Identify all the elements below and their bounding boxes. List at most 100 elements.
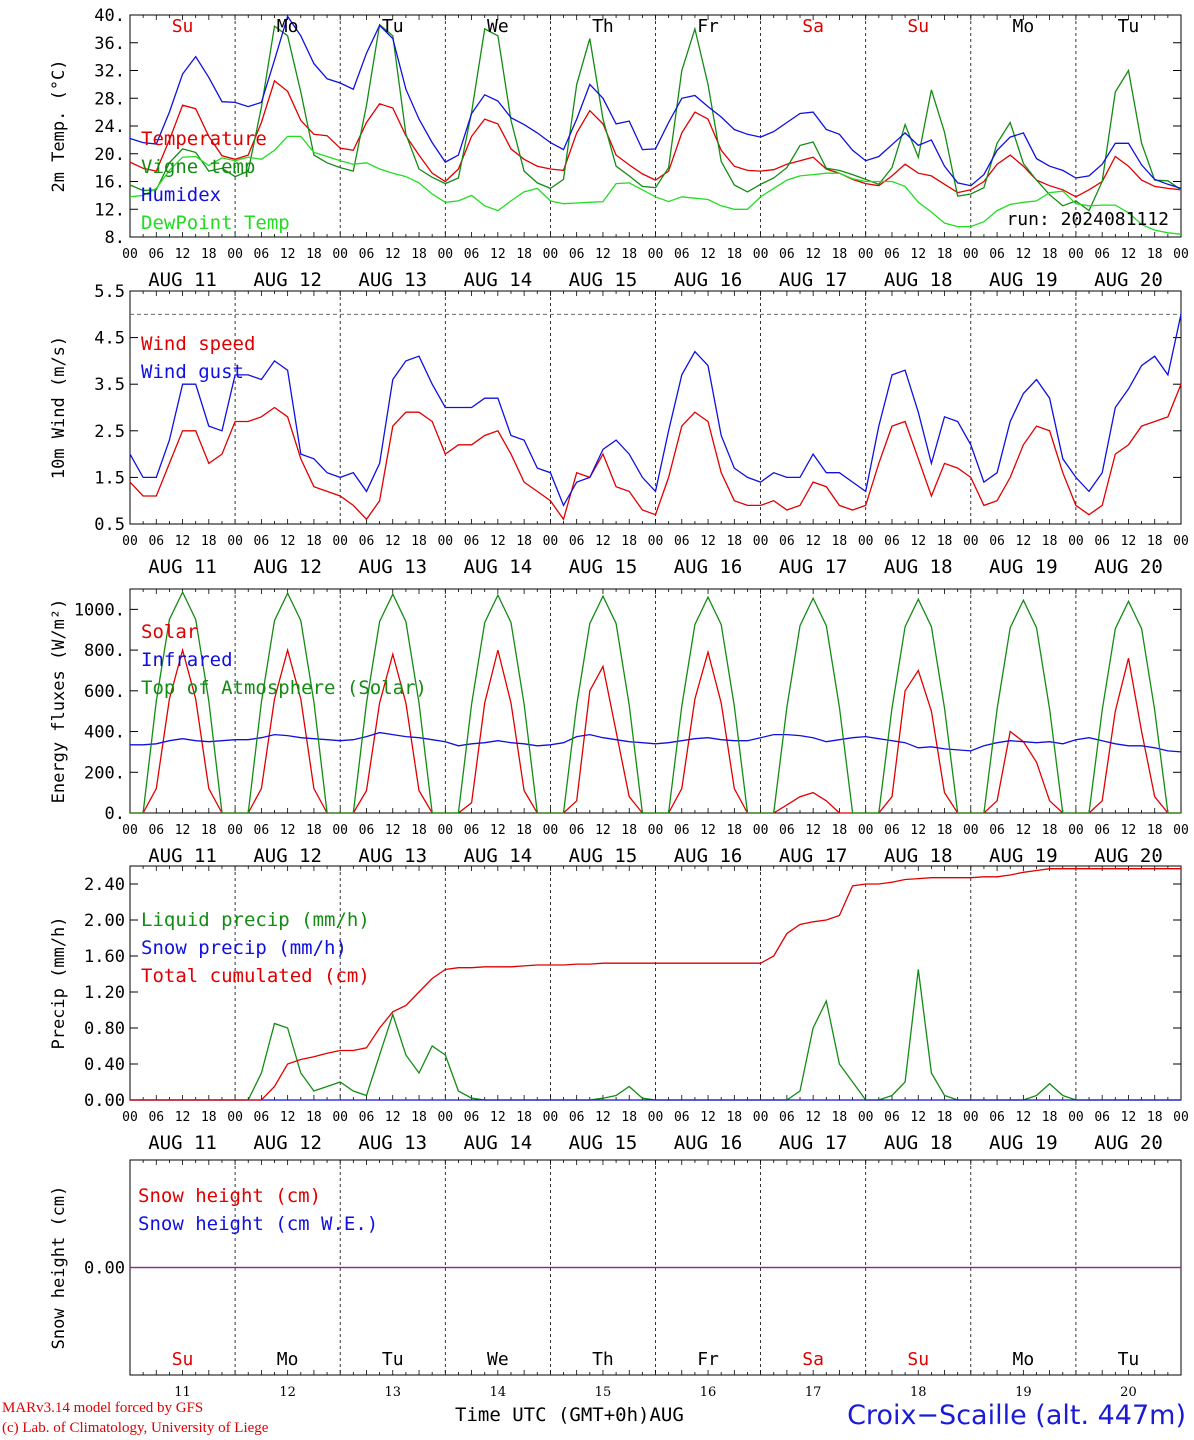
x-hour-label: 06 <box>989 823 1005 838</box>
day-number-label: 19 <box>1015 1385 1032 1400</box>
x-hour-label: 06 <box>359 823 375 838</box>
x-day-label: AUG 11 <box>148 556 217 578</box>
x-hour-label: 00 <box>227 534 243 549</box>
x-hour-label: 06 <box>569 1110 585 1125</box>
x-day-label: AUG 12 <box>253 556 322 578</box>
day-number-label: 15 <box>595 1385 612 1400</box>
x-hour-label: 12 <box>385 823 401 838</box>
weekday-label: Th <box>592 1349 614 1370</box>
x-hour-label: 18 <box>411 534 427 549</box>
x-hour-label: 00 <box>122 534 138 549</box>
x-hour-label: 06 <box>254 823 270 838</box>
y-tick-label: 1.20 <box>84 983 125 1003</box>
x-hour-label: 06 <box>464 534 480 549</box>
x-hour-label: 00 <box>858 1110 874 1125</box>
x-hour-label: 18 <box>201 247 217 262</box>
weekday-label: Tu <box>382 16 404 37</box>
x-hour-label: 12 <box>385 247 401 262</box>
x-hour-label: 18 <box>516 823 532 838</box>
x-hour-label: 06 <box>989 247 1005 262</box>
x-hour-label: 00 <box>648 1110 664 1125</box>
y-tick-label: 400. <box>84 723 125 743</box>
x-hour-label: 00 <box>1173 823 1189 838</box>
series-line-temperature <box>129 79 1182 198</box>
x-hour-label: 12 <box>595 247 611 262</box>
x-day-label: AUG 12 <box>253 1132 322 1154</box>
y-axis-title: Energy fluxes (W/m²) <box>49 599 69 804</box>
x-hour-label: 18 <box>1042 247 1058 262</box>
x-day-label: AUG 19 <box>989 269 1058 291</box>
x-day-label: AUG 16 <box>674 269 743 291</box>
x-hour-label: 18 <box>411 823 427 838</box>
y-tick-label: 0.00 <box>84 1091 125 1111</box>
y-tick-label: 2.5 <box>94 422 125 442</box>
y-tick-label: 3.5 <box>94 375 125 395</box>
x-hour-label: 06 <box>779 1110 795 1125</box>
x-hour-label: 06 <box>569 534 585 549</box>
x-day-label: AUG 18 <box>884 269 953 291</box>
y-tick-label: 2.40 <box>84 875 125 895</box>
weekday-label: Su <box>907 1349 929 1370</box>
x-hour-label: 00 <box>227 823 243 838</box>
legend-entry: DewPoint Temp <box>141 212 290 234</box>
x-hour-label: 00 <box>122 823 138 838</box>
x-hour-label: 12 <box>910 823 926 838</box>
x-day-label: AUG 13 <box>358 269 427 291</box>
x-hour-label: 00 <box>227 1110 243 1125</box>
x-hour-label: 00 <box>1173 534 1189 549</box>
x-hour-label: 00 <box>227 247 243 262</box>
x-hour-label: 06 <box>359 247 375 262</box>
x-hour-label: 06 <box>989 1110 1005 1125</box>
x-day-label: AUG 15 <box>569 556 638 578</box>
y-tick-label: 28. <box>94 89 125 109</box>
x-hour-label: 18 <box>201 534 217 549</box>
x-hour-label: 12 <box>1016 247 1032 262</box>
x-hour-label: 00 <box>753 247 769 262</box>
weekday-label: Mo <box>1013 16 1035 37</box>
x-day-label: AUG 18 <box>884 556 953 578</box>
y-tick-label: 32. <box>94 62 125 82</box>
x-hour-label: 00 <box>543 1110 559 1125</box>
x-day-label: AUG 19 <box>989 845 1058 867</box>
x-hour-label: 00 <box>437 534 453 549</box>
series-line-dewpoint-temp <box>129 135 1182 235</box>
x-hour-label: 00 <box>437 247 453 262</box>
day-number-label: 18 <box>910 1385 927 1400</box>
x-day-label: AUG 19 <box>989 1132 1058 1154</box>
time-axis-title: Time UTC (GMT+0h)AUG <box>455 1404 684 1426</box>
y-tick-label: 0.5 <box>94 515 125 535</box>
series-line-infrared <box>130 731 1182 753</box>
weekday-label: Su <box>907 16 929 37</box>
y-tick-label: 0.00 <box>84 1259 125 1279</box>
x-hour-label: 00 <box>753 1110 769 1125</box>
x-hour-label: 00 <box>1173 247 1189 262</box>
x-hour-label: 12 <box>700 247 716 262</box>
x-hour-label: 12 <box>805 534 821 549</box>
x-hour-label: 06 <box>464 823 480 838</box>
legend-entry: Liquid precip (mm/h) <box>141 909 370 931</box>
x-hour-label: 12 <box>490 823 506 838</box>
x-hour-label: 18 <box>621 534 637 549</box>
x-day-label: AUG 17 <box>779 845 848 867</box>
x-hour-label: 06 <box>779 247 795 262</box>
x-hour-label: 06 <box>989 534 1005 549</box>
x-hour-label: 00 <box>437 823 453 838</box>
x-hour-label: 12 <box>910 534 926 549</box>
x-hour-label: 12 <box>595 1110 611 1125</box>
legend-entry: Wind speed <box>141 333 255 355</box>
x-hour-label: 00 <box>332 823 348 838</box>
x-hour-label: 12 <box>805 247 821 262</box>
day-number-label: 13 <box>384 1385 401 1400</box>
series-line-humidex <box>129 14 1182 190</box>
x-hour-label: 00 <box>1173 1110 1189 1125</box>
x-hour-label: 18 <box>516 534 532 549</box>
x-day-label: AUG 18 <box>884 1132 953 1154</box>
y-tick-label: 40. <box>94 6 125 26</box>
x-hour-label: 18 <box>937 247 953 262</box>
x-hour-label: 00 <box>648 247 664 262</box>
x-hour-label: 12 <box>1016 534 1032 549</box>
x-hour-label: 18 <box>1147 247 1163 262</box>
x-hour-label: 12 <box>1121 247 1137 262</box>
x-hour-label: 00 <box>437 1110 453 1125</box>
